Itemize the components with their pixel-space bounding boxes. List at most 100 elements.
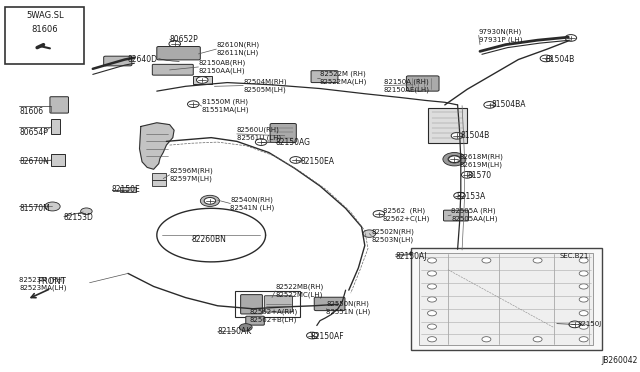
FancyBboxPatch shape (241, 295, 262, 314)
Circle shape (451, 132, 463, 139)
Text: 82153D: 82153D (64, 213, 94, 222)
Text: 81606: 81606 (31, 25, 58, 34)
Text: 82522MB(RH)
82522MC(LH): 82522MB(RH) 82522MC(LH) (275, 284, 323, 298)
Circle shape (449, 156, 460, 163)
Text: 82540N(RH)
82541N (LH): 82540N(RH) 82541N (LH) (230, 196, 275, 211)
Text: 82610N(RH)
82611N(LH): 82610N(RH) 82611N(LH) (216, 42, 259, 56)
FancyBboxPatch shape (157, 46, 200, 60)
Text: 82640D: 82640D (128, 55, 158, 64)
Text: 82523M (RH)
82523MA(LH): 82523M (RH) 82523MA(LH) (19, 276, 67, 291)
FancyBboxPatch shape (152, 173, 166, 180)
Text: 82562  (RH)
82562+C(LH): 82562 (RH) 82562+C(LH) (383, 208, 430, 222)
Text: FRONT: FRONT (37, 277, 65, 286)
FancyBboxPatch shape (5, 7, 84, 64)
FancyBboxPatch shape (152, 180, 166, 186)
FancyBboxPatch shape (51, 119, 60, 134)
Text: 82150AG: 82150AG (275, 138, 310, 147)
FancyBboxPatch shape (270, 124, 296, 142)
Text: 5WAG.SL: 5WAG.SL (26, 11, 63, 20)
Circle shape (428, 324, 436, 329)
FancyBboxPatch shape (314, 297, 345, 311)
Circle shape (579, 284, 588, 289)
Text: 82150A (RH)
82150AE(LH): 82150A (RH) 82150AE(LH) (384, 78, 430, 93)
Circle shape (373, 211, 385, 217)
Circle shape (443, 153, 466, 166)
Text: 82150AJ: 82150AJ (396, 252, 427, 261)
Text: 82150E: 82150E (112, 185, 141, 194)
Circle shape (565, 35, 577, 41)
Text: 81504B: 81504B (545, 55, 575, 64)
Text: 81550M (RH)
81551MA(LH): 81550M (RH) 81551MA(LH) (202, 99, 249, 113)
FancyBboxPatch shape (264, 296, 292, 312)
Text: 81504B: 81504B (461, 131, 490, 140)
Circle shape (461, 171, 473, 178)
Circle shape (428, 311, 436, 316)
Circle shape (307, 332, 318, 339)
Circle shape (200, 195, 220, 206)
FancyBboxPatch shape (51, 154, 65, 166)
Circle shape (428, 271, 436, 276)
Text: 82150J: 82150J (577, 321, 602, 327)
Circle shape (579, 311, 588, 316)
Circle shape (428, 284, 436, 289)
Circle shape (428, 258, 436, 263)
Text: 82260BN: 82260BN (192, 235, 227, 244)
Circle shape (579, 297, 588, 302)
Circle shape (533, 337, 542, 342)
Circle shape (579, 337, 588, 342)
Text: SEC.B21: SEC.B21 (559, 253, 589, 259)
Circle shape (188, 101, 199, 108)
Text: 82550N(RH)
82551N (LH): 82550N(RH) 82551N (LH) (326, 301, 371, 315)
Text: 80652P: 80652P (170, 35, 198, 44)
Circle shape (169, 41, 180, 47)
Circle shape (410, 251, 420, 257)
Circle shape (428, 297, 436, 302)
Text: 81504BA: 81504BA (492, 100, 526, 109)
FancyBboxPatch shape (104, 56, 132, 66)
Circle shape (454, 192, 465, 199)
Circle shape (255, 139, 267, 145)
FancyBboxPatch shape (428, 108, 467, 143)
Text: 81606: 81606 (19, 107, 44, 116)
Circle shape (540, 55, 552, 62)
Circle shape (484, 102, 495, 108)
FancyBboxPatch shape (193, 76, 212, 84)
Text: 81570M: 81570M (19, 204, 50, 213)
Text: 82153A: 82153A (456, 192, 486, 201)
Text: 82504M(RH)
82505M(LH): 82504M(RH) 82505M(LH) (243, 78, 287, 93)
Circle shape (290, 157, 301, 163)
Circle shape (482, 258, 491, 263)
Text: 82560U(RH)
82561U (LH): 82560U(RH) 82561U (LH) (237, 127, 281, 141)
Circle shape (428, 337, 436, 342)
FancyBboxPatch shape (311, 71, 338, 83)
Text: 82150AF: 82150AF (310, 332, 344, 341)
Text: 82150EA: 82150EA (301, 157, 335, 166)
Polygon shape (140, 123, 174, 169)
FancyBboxPatch shape (50, 97, 68, 113)
Text: 82505A (RH)
82505AA(LH): 82505A (RH) 82505AA(LH) (451, 208, 498, 222)
Circle shape (81, 208, 92, 215)
Bar (120, 187, 136, 192)
Circle shape (448, 155, 461, 163)
Circle shape (363, 230, 376, 237)
FancyBboxPatch shape (411, 248, 602, 350)
FancyBboxPatch shape (152, 64, 193, 75)
Text: JB260042: JB260042 (601, 356, 637, 365)
FancyBboxPatch shape (235, 291, 300, 317)
Circle shape (204, 198, 216, 204)
Text: 82562+A(RH)
82562+B(LH): 82562+A(RH) 82562+B(LH) (250, 309, 298, 323)
Text: 82670N: 82670N (19, 157, 49, 166)
Text: 80654P: 80654P (19, 128, 48, 137)
Circle shape (579, 258, 588, 263)
Text: 97930N(RH)
97931P (LH): 97930N(RH) 97931P (LH) (479, 28, 522, 42)
Text: 82150AK: 82150AK (218, 327, 252, 336)
Text: 82502N(RH)
82503N(LH): 82502N(RH) 82503N(LH) (371, 228, 414, 243)
Text: 82522M (RH)
82522MA(LH): 82522M (RH) 82522MA(LH) (320, 71, 367, 85)
Bar (419, 253, 593, 345)
Text: 82596M(RH)
82597M(LH): 82596M(RH) 82597M(LH) (170, 168, 213, 182)
Text: 81570: 81570 (467, 171, 492, 180)
Circle shape (45, 202, 60, 211)
FancyBboxPatch shape (246, 316, 264, 325)
Circle shape (533, 258, 542, 263)
FancyBboxPatch shape (406, 76, 439, 91)
